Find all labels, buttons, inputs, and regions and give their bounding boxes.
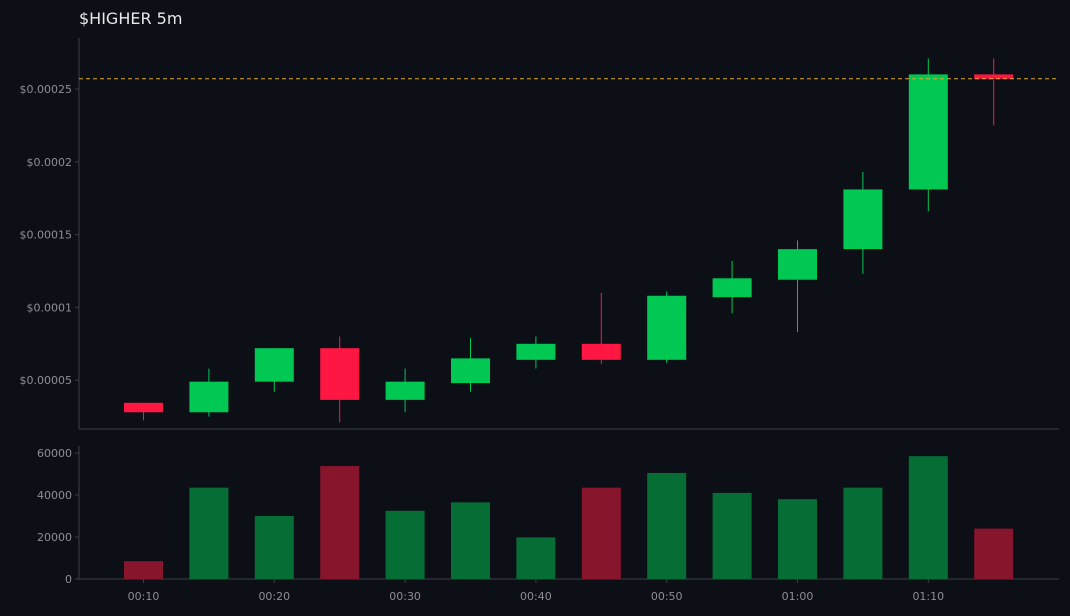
candle-body [124,402,163,413]
time-tick-label: 00:10 [128,590,160,603]
volume-bar [843,487,883,579]
time-tick-label: 00:40 [520,590,552,603]
price-tick-label: $0.00025 [20,83,73,96]
volume-bar [581,487,621,579]
volume-tick-label: 40000 [37,489,72,502]
volume-bar [124,561,163,579]
candle-body [908,74,948,190]
volume-bar [778,499,817,579]
time-tick-label: 00:20 [258,590,290,603]
volume-bar [385,510,425,579]
candle-body [189,381,229,413]
volume-tick-label: 20000 [37,531,72,544]
price-tick-label: $0.00015 [20,229,73,242]
volume-bar [189,487,229,579]
candle-body [581,343,621,360]
time-tick-label: 01:10 [912,590,944,603]
candle-body [254,348,294,382]
volume-bar [712,492,752,579]
price-tick-label: $0.00005 [20,374,73,387]
candle-body [974,74,1014,79]
candle-body [451,358,490,384]
candle-body [712,278,752,298]
candle-body [516,343,556,360]
volume-bar [516,537,556,579]
candle-body [647,295,687,360]
candle-body [385,381,425,400]
volume-bar [320,466,360,579]
candle-body [843,189,883,250]
candle-body [778,249,817,280]
time-tick-label: 01:00 [782,590,814,603]
volume-tick-label: 60000 [37,447,72,460]
volume-bar [974,528,1014,579]
candle-body [320,348,360,400]
volume-bar [451,502,490,579]
volume-bar [908,456,948,579]
price-tick-label: $0.0001 [27,301,73,314]
chart-title: $HIGHER 5m [79,9,183,28]
price-tick-label: $0.0002 [27,156,73,169]
volume-bar [647,472,687,579]
time-tick-label: 00:50 [651,590,683,603]
volume-tick-label: 0 [65,573,72,586]
volume-bar [254,516,294,579]
time-tick-label: 00:30 [389,590,421,603]
